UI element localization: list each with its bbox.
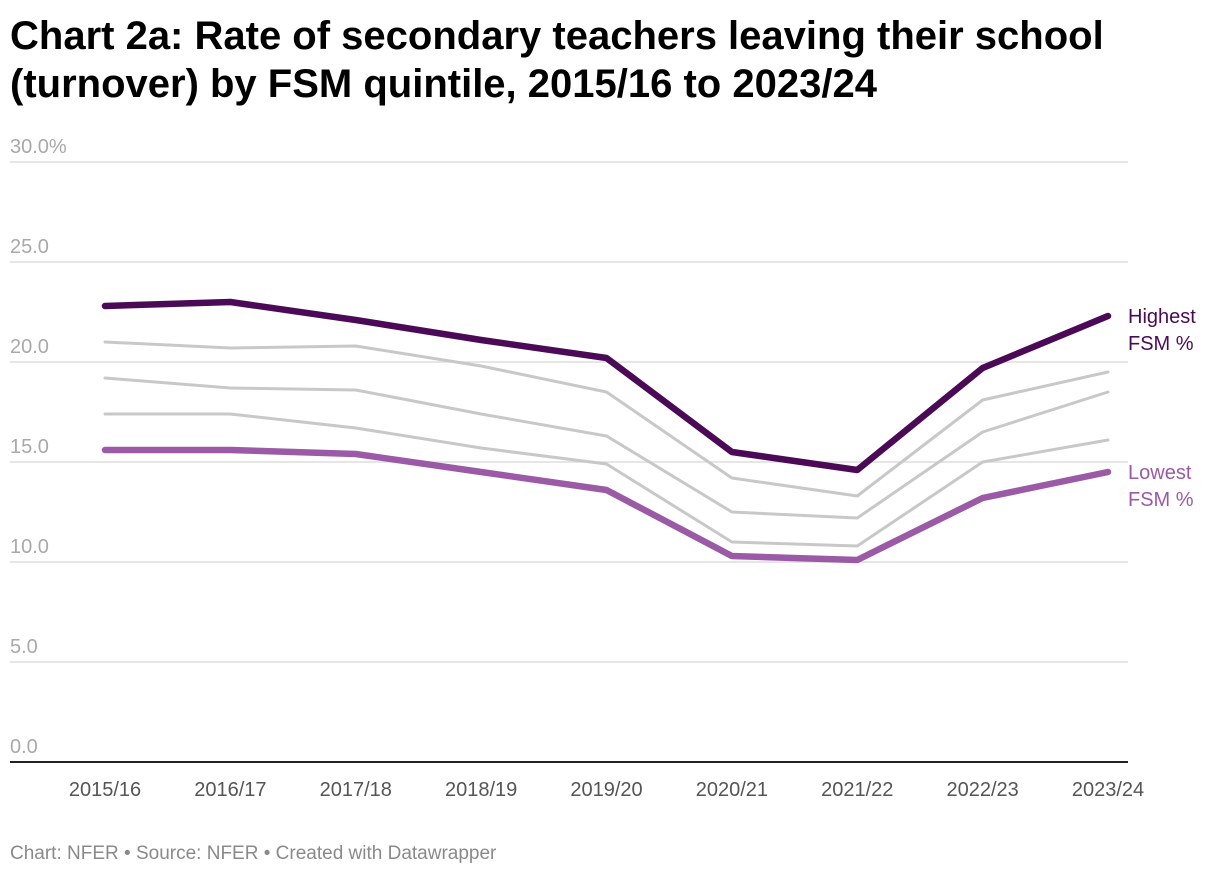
y-tick-label: 20.0 <box>10 336 49 358</box>
y-tick-label: 0.0 <box>10 736 38 758</box>
x-tick-label: 2021/22 <box>821 779 893 801</box>
footer-separator: • <box>124 843 131 864</box>
footer-separator: • <box>263 843 271 864</box>
series-line-quintile-3 <box>103 376 1110 520</box>
x-tick-label: 2020/21 <box>696 779 768 801</box>
x-tick-label: 2018/19 <box>445 779 517 801</box>
series-label-highest: Highest <box>1128 306 1196 328</box>
x-tick-label: 2017/18 <box>320 779 392 801</box>
series-line-quintile-4 <box>103 340 1110 498</box>
chart-footer: Chart: NFER • Source: NFER • Created wit… <box>10 843 496 865</box>
x-tick-label: 2022/23 <box>946 779 1018 801</box>
y-tick-label: 10.0 <box>10 536 49 558</box>
y-axis-ticks: 0.0 5.0 10.0 15.0 20.0 25.0 30.0% <box>10 136 67 758</box>
series-label-lowest: FSM % <box>1128 489 1194 511</box>
y-tick-label: 25.0 <box>10 236 49 258</box>
footer-chart-credit: Chart: NFER <box>10 843 119 864</box>
y-tick-label: 15.0 <box>10 436 49 458</box>
series-line-highest-fsm <box>101 298 1112 474</box>
series-lines <box>101 298 1112 564</box>
series-label-highest: FSM % <box>1128 333 1194 355</box>
x-axis-ticks: 2015/16 2016/17 2017/18 2018/19 2019/20 2020/… <box>69 779 1144 801</box>
x-tick-label: 2023/24 <box>1072 779 1144 801</box>
footer-source: Source: NFER <box>135 843 259 864</box>
gridlines <box>10 161 1128 663</box>
series-label-lowest: Lowest <box>1128 462 1192 484</box>
x-tick-label: 2019/20 <box>570 779 642 801</box>
series-line-lowest-fsm <box>101 446 1112 564</box>
footer-created-with: Created with Datawrapper <box>275 843 497 864</box>
chart-title: Chart 2a: Rate of secondary teachers lea… <box>10 14 1104 106</box>
y-tick-label: 5.0 <box>10 636 38 658</box>
x-tick-label: 2015/16 <box>69 779 141 801</box>
x-tick-label: 2016/17 <box>194 779 266 801</box>
y-tick-label: 30.0% <box>10 136 67 158</box>
series-line-quintile-2 <box>103 412 1110 548</box>
series-labels: Highest FSM % Lowest FSM % <box>1128 306 1196 511</box>
